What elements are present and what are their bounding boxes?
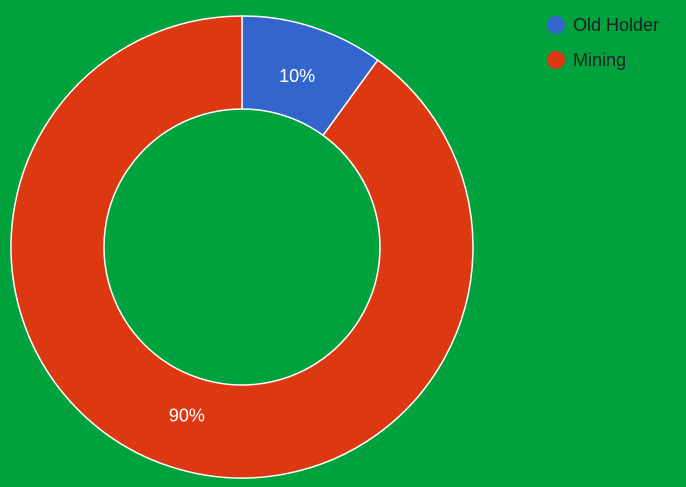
legend-label: Mining (573, 50, 626, 70)
legend-marker (547, 51, 565, 69)
slice-label: 10% (279, 66, 315, 86)
legend-label: Old Holder (573, 15, 659, 35)
legend-marker (547, 16, 565, 34)
donut-slice (10, 15, 474, 479)
slice-label: 90% (169, 406, 205, 426)
